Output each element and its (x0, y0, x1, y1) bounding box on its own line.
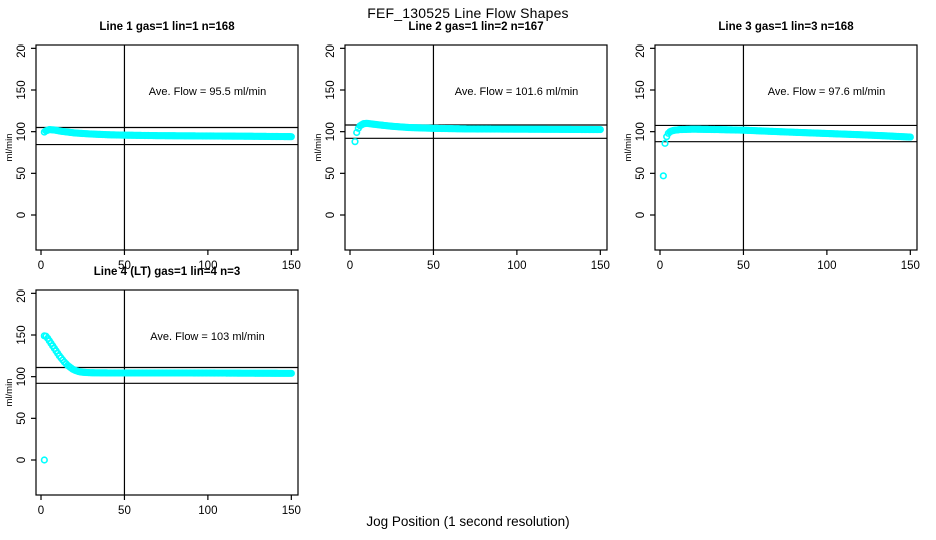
x-tick-label: 150 (901, 260, 920, 272)
y-axis-title: ml/min (4, 379, 15, 407)
ave-flow-annotation: Ave. Flow = 97.6 ml/min (767, 86, 886, 98)
ave-flow-annotation: Ave. Flow = 103 ml/min (150, 331, 265, 343)
chart-title: FEF_130525 Line Flow Shapes (367, 5, 569, 21)
y-tick-label: 0 (16, 212, 28, 218)
data-point (596, 125, 604, 134)
outlier-point (351, 138, 359, 146)
panel-title: Line 2 gas=1 lin=2 n=167 (408, 21, 544, 33)
panel-title: Line 1 gas=1 lin=1 n=168 (99, 21, 235, 33)
x-tick-label: 100 (198, 260, 217, 272)
ave-flow-annotation: Ave. Flow = 95.5 ml/min (148, 86, 267, 98)
y-tick-label: 150 (325, 80, 337, 99)
x-tick-label: 50 (118, 505, 131, 517)
x-tick-label: 0 (657, 260, 663, 272)
y-tick-label: 0 (16, 457, 28, 463)
y-tick-label: 50 (635, 167, 647, 180)
x-tick-label: 50 (737, 260, 750, 272)
y-tick-label: 0 (325, 212, 337, 218)
y-tick-label: 100 (16, 367, 28, 386)
x-axis-label: Jog Position (1 second resolution) (366, 514, 570, 529)
plot-box (344, 44, 608, 251)
x-tick-label: 50 (427, 260, 440, 272)
y-tick-label: 50 (16, 412, 28, 425)
y-axis-title: ml/min (623, 134, 634, 162)
panel-plot-canvas: 0 50 100 150 0 50 100 150 200 ml/min (623, 44, 920, 272)
y-tick-label: 100 (325, 122, 337, 141)
x-tick-label: 100 (817, 260, 836, 272)
data-point (287, 369, 295, 377)
panel-plot-canvas: 0 50 100 150 0 50 100 150 200 ml/min (4, 289, 301, 517)
panel-plot-canvas: 0 50 100 150 0 50 100 150 200 ml/min (313, 44, 610, 272)
y-tick-label: 50 (16, 167, 28, 180)
x-tick-label: 150 (282, 505, 301, 517)
panel-title: Line 4 (LT) gas=1 lin=4 n=3 (93, 266, 241, 278)
outlier-point (659, 172, 667, 180)
panel-plot-canvas: 0 50 100 150 0 50 100 150 200 ml/min (4, 44, 301, 272)
panel-line-1: Line 1 gas=1 lin=1 n=168 Ave. Flow = 95.… (0, 15, 302, 282)
x-tick-label: 0 (347, 260, 353, 272)
data-point (906, 133, 914, 141)
panel-line-3: Line 3 gas=1 lin=3 n=168 Ave. Flow = 97.… (619, 15, 921, 282)
panel-line-2: Line 2 gas=1 lin=2 n=167 Ave. Flow = 101… (309, 15, 611, 282)
y-tick-label: 100 (16, 122, 28, 141)
plot-box (35, 44, 299, 251)
plot-box (35, 289, 299, 496)
x-tick-label: 50 (118, 260, 131, 272)
outlier-point (40, 456, 48, 464)
x-tick-label: 100 (198, 505, 217, 517)
y-tick-label: 50 (325, 167, 337, 180)
x-tick-label: 150 (282, 260, 301, 272)
panel-line-4: Line 4 (LT) gas=1 lin=4 n=3 Ave. Flow = … (0, 260, 302, 527)
x-tick-label: 0 (38, 260, 44, 272)
y-tick-label: 200 (16, 289, 28, 303)
x-tick-label: 100 (507, 260, 526, 272)
plot-box (654, 44, 918, 251)
y-axis-title: ml/min (4, 134, 15, 162)
x-tick-label: 0 (38, 505, 44, 517)
y-tick-label: 200 (325, 44, 337, 58)
y-tick-label: 150 (16, 80, 28, 99)
y-tick-label: 150 (635, 80, 647, 99)
y-tick-label: 150 (16, 325, 28, 344)
outlier-point (661, 139, 669, 147)
y-tick-label: 100 (635, 122, 647, 141)
y-tick-label: 200 (16, 44, 28, 58)
panel-title: Line 3 gas=1 lin=3 n=168 (718, 21, 854, 33)
y-axis-title: ml/min (313, 134, 324, 162)
x-tick-label: 150 (591, 260, 610, 272)
data-point (287, 133, 295, 141)
y-tick-label: 0 (635, 212, 647, 218)
ave-flow-annotation: Ave. Flow = 101.6 ml/min (454, 86, 579, 98)
y-tick-label: 200 (635, 44, 647, 58)
